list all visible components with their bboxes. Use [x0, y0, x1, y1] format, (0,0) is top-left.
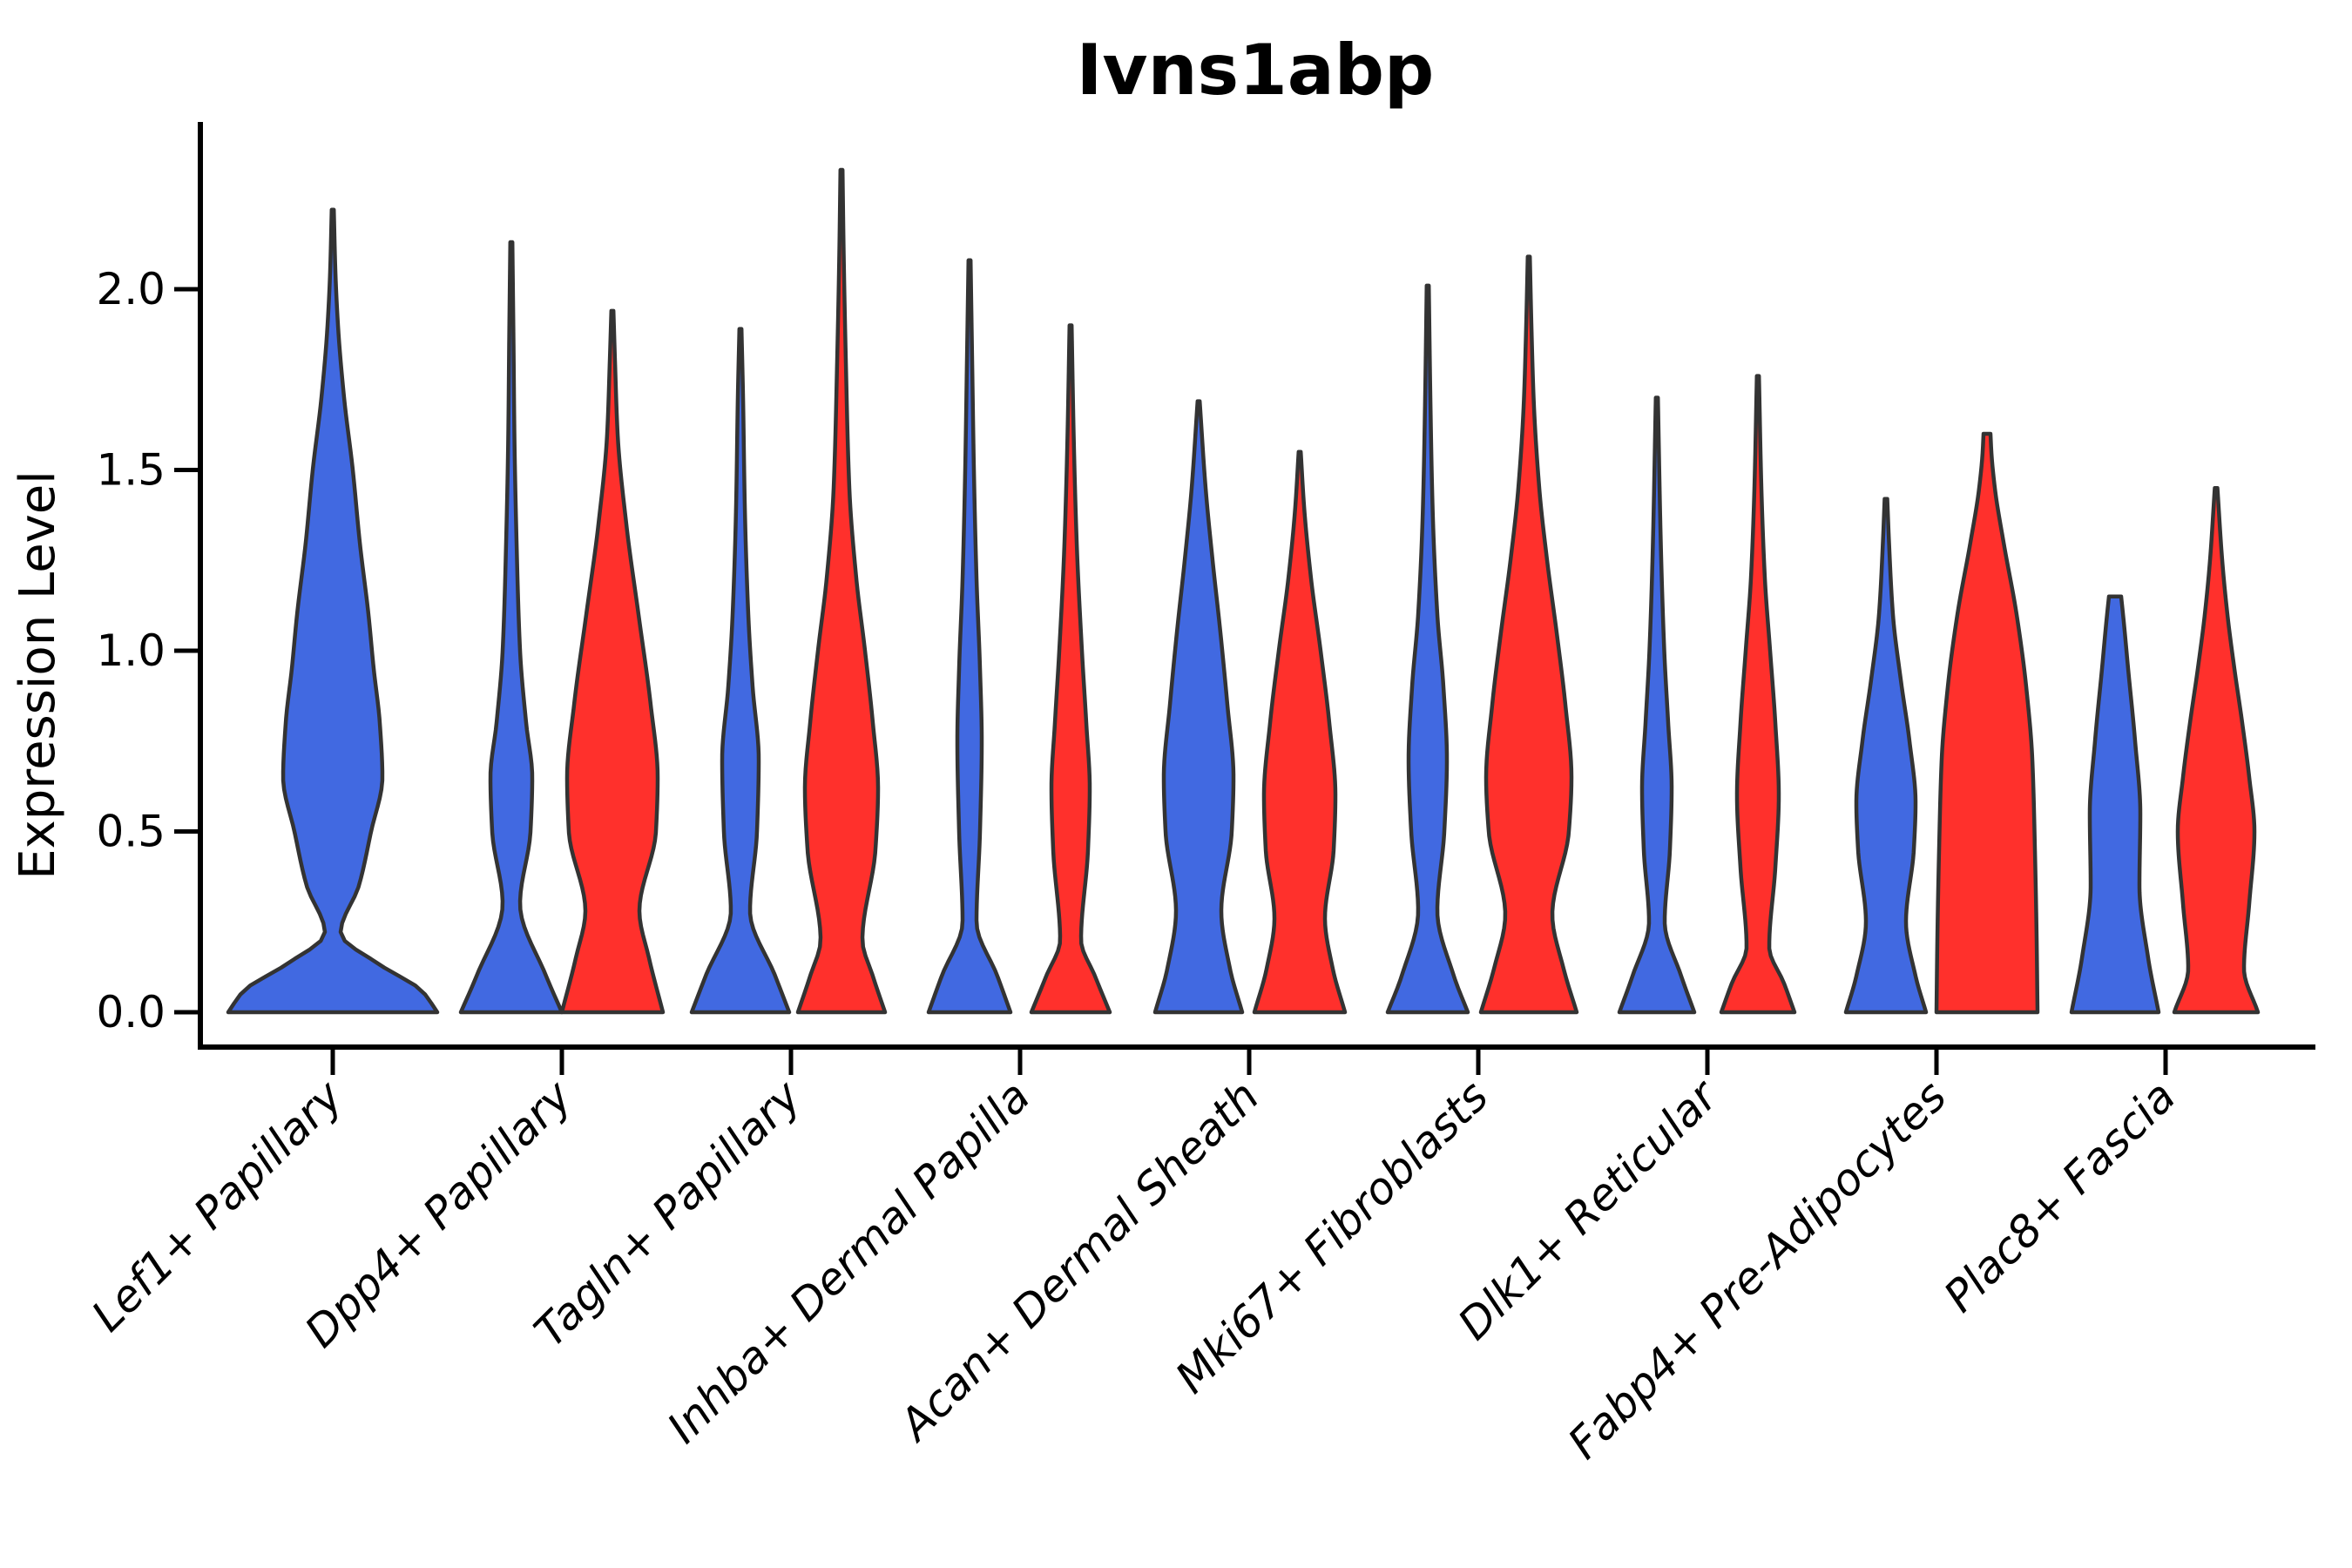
y-tick-label-2.0: 2.0: [96, 264, 166, 314]
violin-inhba-dermal-papilla-blue: [926, 258, 1013, 1015]
violin-tagln-papillary-red: [795, 167, 888, 1015]
x-ticks-group: [330, 1049, 2168, 1075]
violin-mki67-fibroblasts-red: [1478, 254, 1579, 1015]
x-tick-label-acan-dermal-sheath: Acan+ Dermal Sheath: [889, 1071, 1269, 1451]
y-tick-label-0.5: 0.5: [96, 807, 166, 857]
violin-plac8-fascia-red: [2172, 486, 2261, 1015]
violin-inhba-dermal-papilla-red: [1029, 323, 1112, 1015]
y-ticks-group: [174, 287, 198, 1015]
violin-plac8-fascia-blue: [2069, 594, 2161, 1015]
violin-acan-dermal-sheath-blue: [1152, 399, 1245, 1015]
y-tick-label-1.5: 1.5: [96, 445, 166, 496]
violin-lef1-papillary-blue: [226, 207, 440, 1015]
violin-fabp4-pre-adipocytes-blue: [1843, 497, 1929, 1015]
violin-tagln-papillary-blue: [689, 327, 792, 1015]
y-tick-label-1.0: 1.0: [96, 625, 166, 676]
x-tick-label-lef1-papillary: Lef1+ Papillary: [82, 1070, 353, 1341]
violin-acan-dermal-sheath-red: [1252, 449, 1348, 1015]
violin-mki67-fibroblasts-blue: [1385, 283, 1470, 1015]
violin-dpp4-papillary-red: [559, 308, 666, 1015]
y-tick-label-0.0: 0.0: [96, 987, 166, 1037]
x-tick-label-fabp4-pre-adipocytes: Fabp4+ Pre-Adipocytes: [1558, 1071, 1957, 1469]
chart-title: Ivns1abp: [1077, 30, 1435, 111]
violin-dlk1-reticular-red: [1719, 374, 1797, 1015]
x-tick-label-inhba-dermal-papilla: Inhba+ Dermal Papilla: [658, 1071, 1039, 1452]
y-axis-label: Expression Level: [10, 470, 66, 880]
violin-fabp4-pre-adipocytes-red: [1934, 431, 2040, 1015]
x-tick-label-plac8-fascia: Plac8+ Fascia: [1935, 1071, 2186, 1321]
y-tick-labels-group: 0.0 0.5 1.0 1.5 2.0: [96, 264, 166, 1037]
violins-group: [226, 167, 2261, 1015]
violin-dlk1-reticular-blue: [1617, 395, 1697, 1015]
violin-dpp4-papillary-blue: [458, 240, 564, 1015]
